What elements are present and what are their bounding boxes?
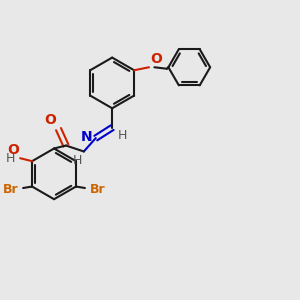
Text: Br: Br	[3, 183, 19, 196]
Text: O: O	[7, 143, 19, 157]
Text: H: H	[73, 154, 82, 167]
Text: Br: Br	[89, 183, 105, 196]
Text: N: N	[81, 130, 92, 145]
Text: O: O	[151, 52, 162, 66]
Text: H: H	[5, 152, 15, 165]
Text: H: H	[118, 129, 127, 142]
Text: O: O	[44, 113, 56, 127]
